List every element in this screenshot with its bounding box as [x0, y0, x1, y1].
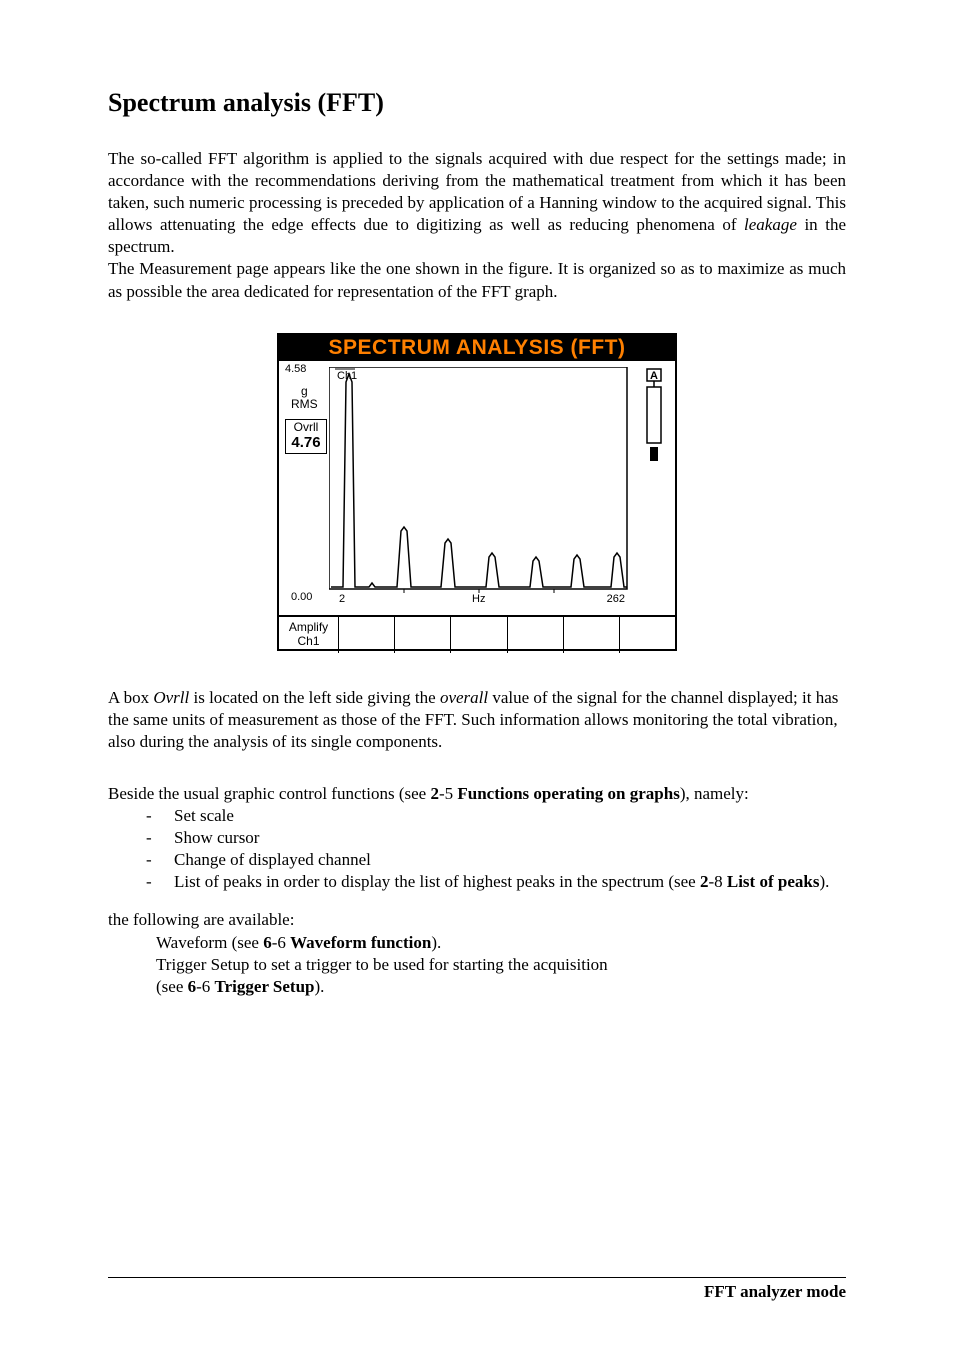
- indent3-bold1: 6: [188, 977, 197, 996]
- item4-a: List of peaks in order to display the li…: [174, 872, 700, 891]
- svg-text:A: A: [650, 370, 658, 382]
- dash-icon: -: [146, 827, 174, 849]
- x-axis-labels: 2 Hz 262: [329, 593, 629, 609]
- indent3-a: (see: [156, 977, 188, 996]
- list-item-text: List of peaks in order to display the li…: [174, 871, 846, 893]
- x-min-label: 2: [339, 593, 345, 605]
- amplify-line1: Amplify: [289, 620, 328, 634]
- para1-text-a: The so-called FFT algorithm is applied t…: [108, 149, 846, 234]
- figure-container: SPECTRUM ANALYSIS (FFT) 4.58 g RMS Ovrll…: [108, 333, 846, 651]
- overall-label: Ovrll: [286, 421, 326, 435]
- figure-plot-area: 4.58 g RMS Ovrll 4.76 0.00 Ch1: [279, 361, 675, 615]
- grid-cell: [339, 617, 395, 653]
- paragraph-5: the following are available:: [108, 909, 846, 931]
- grid-cell: [395, 617, 451, 653]
- para1-italic: leakage: [744, 215, 797, 234]
- paragraph-1: The so-called FFT algorithm is applied t…: [108, 148, 846, 258]
- dash-icon: -: [146, 805, 174, 827]
- grid-cell: [564, 617, 620, 653]
- x-max-label: 262: [607, 593, 625, 605]
- dash-icon: -: [146, 871, 174, 893]
- function-list: - Set scale - Show cursor - Change of di…: [146, 805, 846, 893]
- grid-cell: [451, 617, 507, 653]
- indent-line-2: Trigger Setup to set a trigger to be use…: [156, 954, 846, 976]
- y-max-label: 4.58: [285, 363, 306, 375]
- overall-box: Ovrll 4.76: [285, 419, 327, 454]
- amplify-cell: Amplify Ch1: [279, 617, 339, 653]
- list-item-text: Change of displayed channel: [174, 849, 846, 871]
- paragraph-4: Beside the usual graphic control functio…: [108, 783, 846, 805]
- para3-italic1: Ovrll: [153, 688, 189, 707]
- paragraph-2: The Measurement page appears like the on…: [108, 258, 846, 302]
- indent1-bold2: Waveform function: [290, 933, 431, 952]
- para4-bold2: Functions operating on graphs: [457, 784, 679, 803]
- grid-cell: [508, 617, 564, 653]
- para4-c: ), namely:: [680, 784, 749, 803]
- item4-bold2: List of peaks: [727, 872, 820, 891]
- para3-a: A box: [108, 688, 153, 707]
- unit-label: g RMS: [291, 385, 318, 411]
- figure-left-column: 4.58 g RMS Ovrll 4.76 0.00: [281, 361, 329, 615]
- para4-a: Beside the usual graphic control functio…: [108, 784, 430, 803]
- paragraph-3: A box Ovrll is located on the left side …: [108, 687, 846, 753]
- footer-text: FFT analyzer mode: [704, 1282, 846, 1302]
- indent1-c: ).: [431, 933, 441, 952]
- x-axis-label: Hz: [472, 593, 485, 605]
- unit-line1: g: [301, 384, 308, 398]
- list-item: - List of peaks in order to display the …: [146, 871, 846, 893]
- indent-line-1: Waveform (see 6-6 Waveform function).: [156, 932, 846, 954]
- para3-b: is located on the left side giving the: [189, 688, 440, 707]
- list-item: - Change of displayed channel: [146, 849, 846, 871]
- amplify-line2: Ch1: [297, 634, 319, 648]
- figure-title-bar: SPECTRUM ANALYSIS (FFT): [279, 335, 675, 361]
- para4-bold1: 2: [430, 784, 439, 803]
- grid-cell: [620, 617, 675, 653]
- list-item-text: Set scale: [174, 805, 846, 827]
- item4-c: ).: [819, 872, 829, 891]
- overall-value: 4.76: [286, 434, 326, 451]
- bottom-grid: [339, 617, 675, 653]
- indent3-b: -6: [196, 977, 214, 996]
- figure-bottom-bar: Amplify Ch1: [279, 615, 675, 653]
- para4-b: -5: [439, 784, 457, 803]
- indent1-bold1: 6: [263, 933, 272, 952]
- footer-rule: [108, 1277, 846, 1278]
- list-item: - Show cursor: [146, 827, 846, 849]
- para3-italic2: overall: [440, 688, 488, 707]
- spectrum-figure: SPECTRUM ANALYSIS (FFT) 4.58 g RMS Ovrll…: [277, 333, 677, 651]
- unit-line2: RMS: [291, 397, 318, 411]
- dash-icon: -: [146, 849, 174, 871]
- y-min-label: 0.00: [291, 591, 312, 603]
- item4-b: -8: [708, 872, 726, 891]
- indent1-a: Waveform (see: [156, 933, 263, 952]
- indent3-c: ).: [315, 977, 325, 996]
- indent-line-3: (see 6-6 Trigger Setup).: [156, 976, 846, 998]
- spectrum-plot: Ch1: [329, 367, 629, 601]
- indent3-bold2: Trigger Setup: [215, 977, 315, 996]
- list-item: - Set scale: [146, 805, 846, 827]
- auto-scale-indicator: A: [643, 367, 669, 465]
- list-item-text: Show cursor: [174, 827, 846, 849]
- page-heading: Spectrum analysis (FFT): [108, 88, 846, 118]
- indent1-b: -6: [272, 933, 290, 952]
